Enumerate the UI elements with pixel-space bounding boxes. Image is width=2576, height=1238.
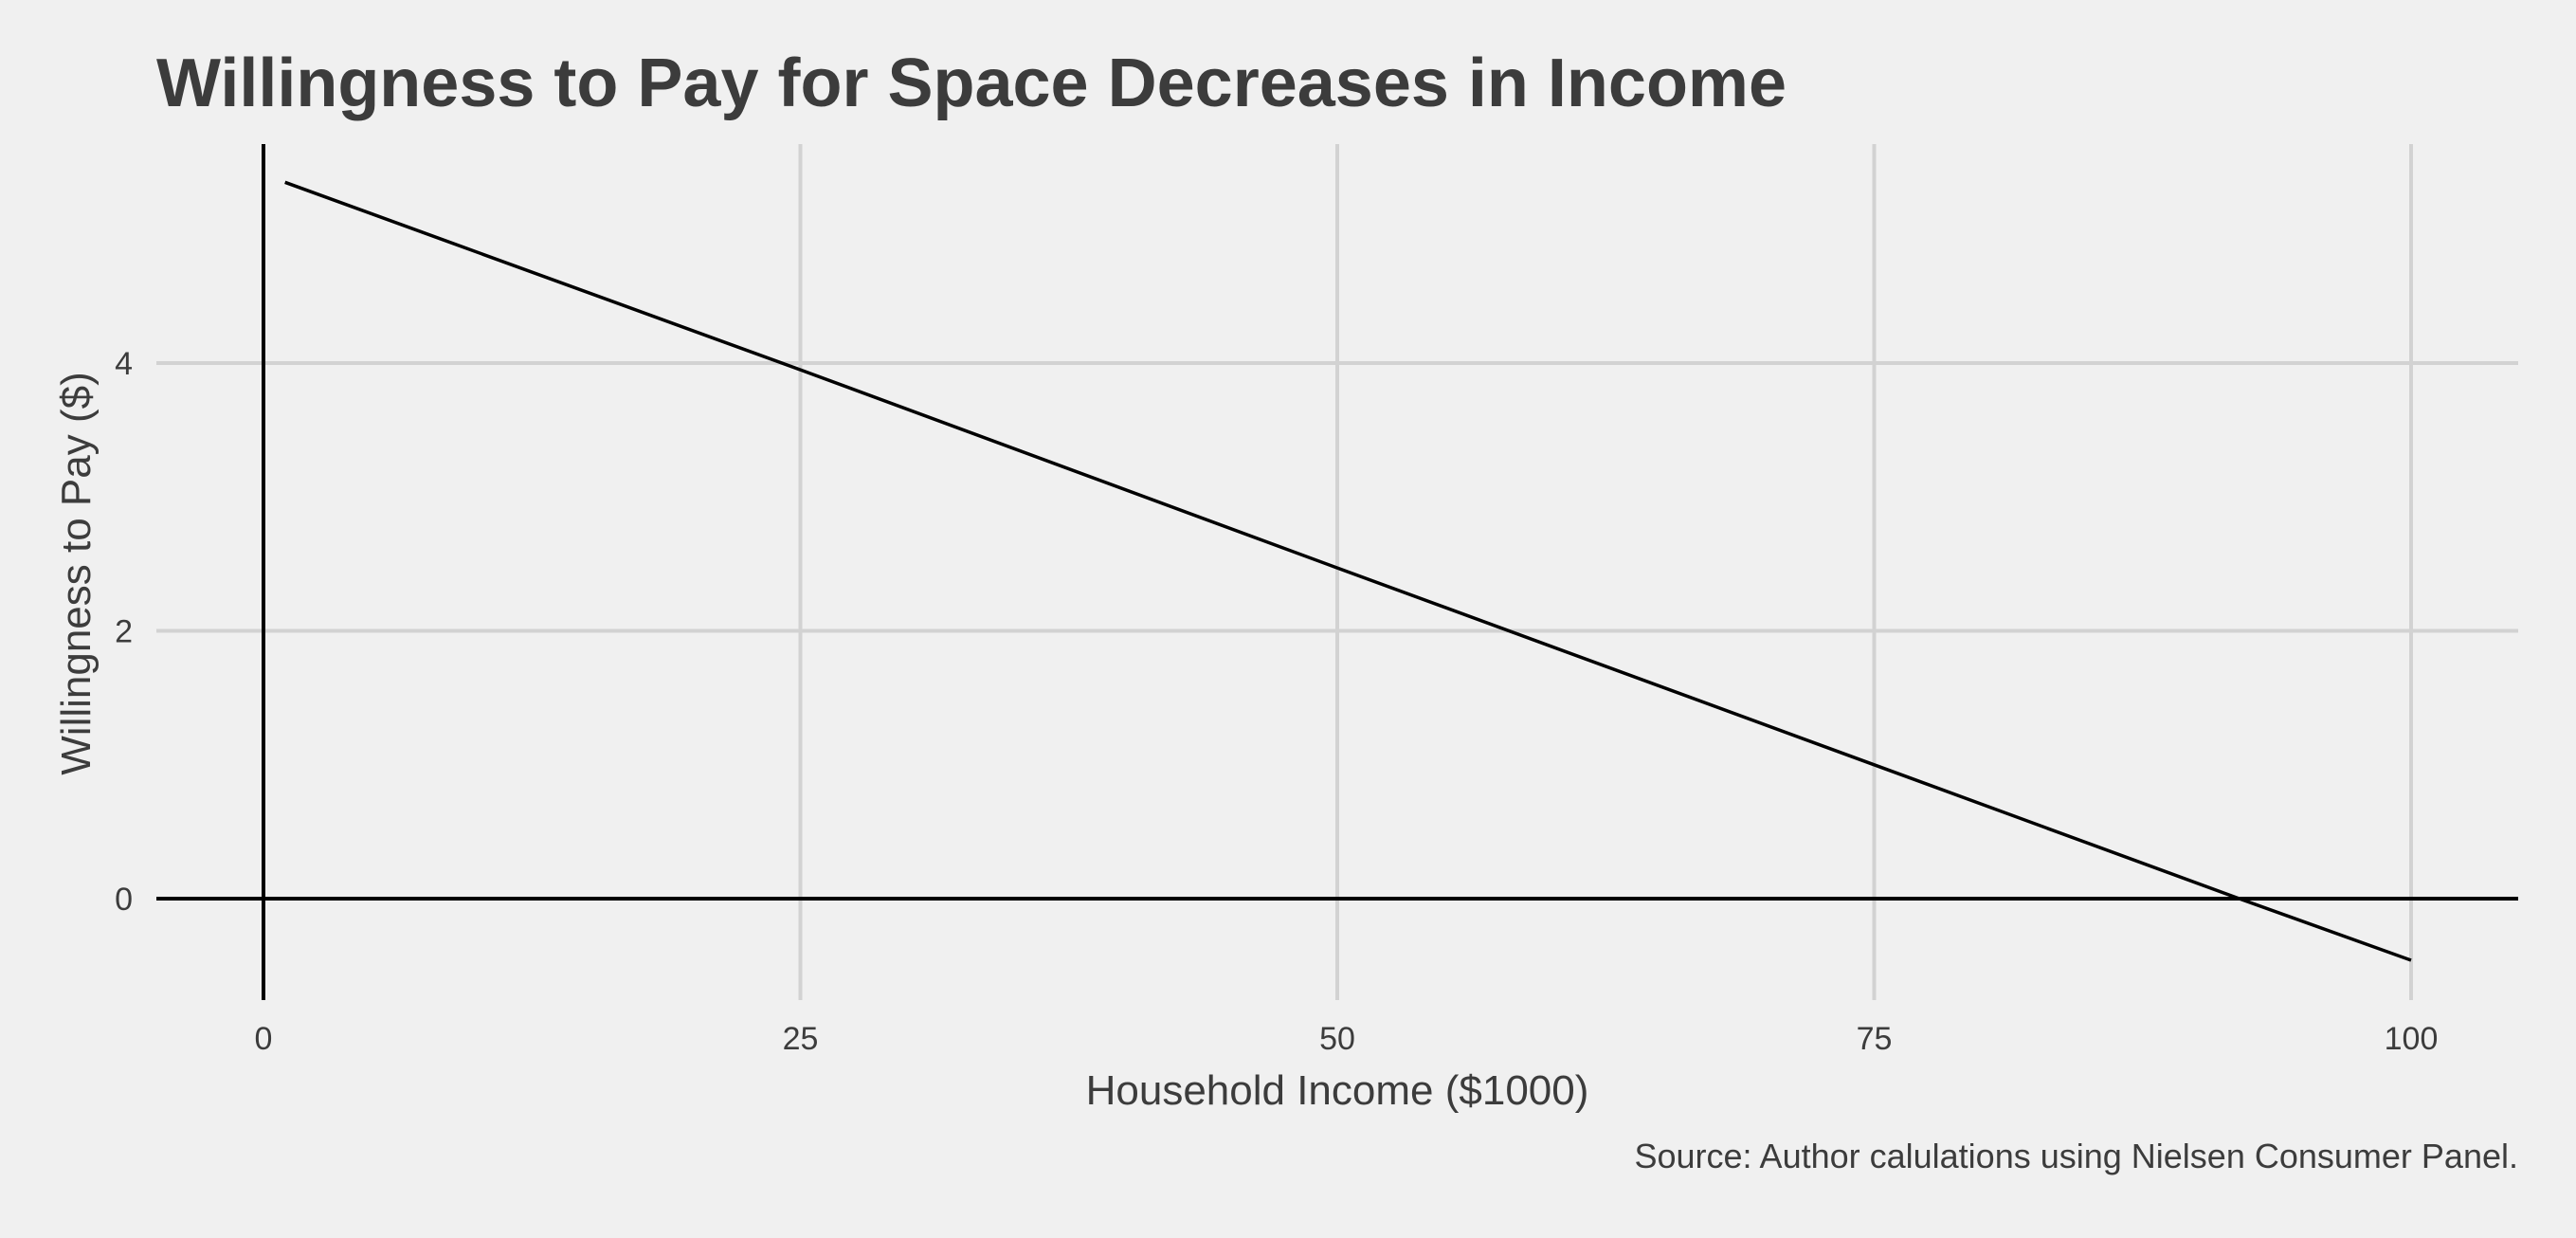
x-tick-label-75: 75 — [1857, 1021, 1893, 1057]
chart-title: Willingness to Pay for Space Decreases i… — [156, 46, 1787, 121]
y-tick-label-4: 4 — [115, 346, 133, 382]
axes — [156, 144, 2518, 1000]
source-caption: Source: Author calulations using Nielsen… — [1634, 1137, 2518, 1175]
x-tick-label-0: 0 — [255, 1021, 273, 1057]
x-tick-label-25: 25 — [783, 1021, 819, 1057]
data-series — [284, 180, 2412, 962]
x-tick-label-50: 50 — [1319, 1021, 1355, 1057]
y-tick-label-0: 0 — [115, 882, 133, 918]
grid — [156, 144, 2518, 1000]
y-axis-label: Willingness to Pay ($) — [53, 372, 100, 774]
tick-labels: 0 25 50 75 100 0 2 4 — [115, 346, 2438, 1057]
x-tick-label-100: 100 — [2385, 1021, 2439, 1057]
series-line-0 — [284, 180, 2412, 962]
y-tick-label-2: 2 — [115, 614, 133, 650]
x-axis-label: Household Income ($1000) — [1086, 1067, 1589, 1114]
